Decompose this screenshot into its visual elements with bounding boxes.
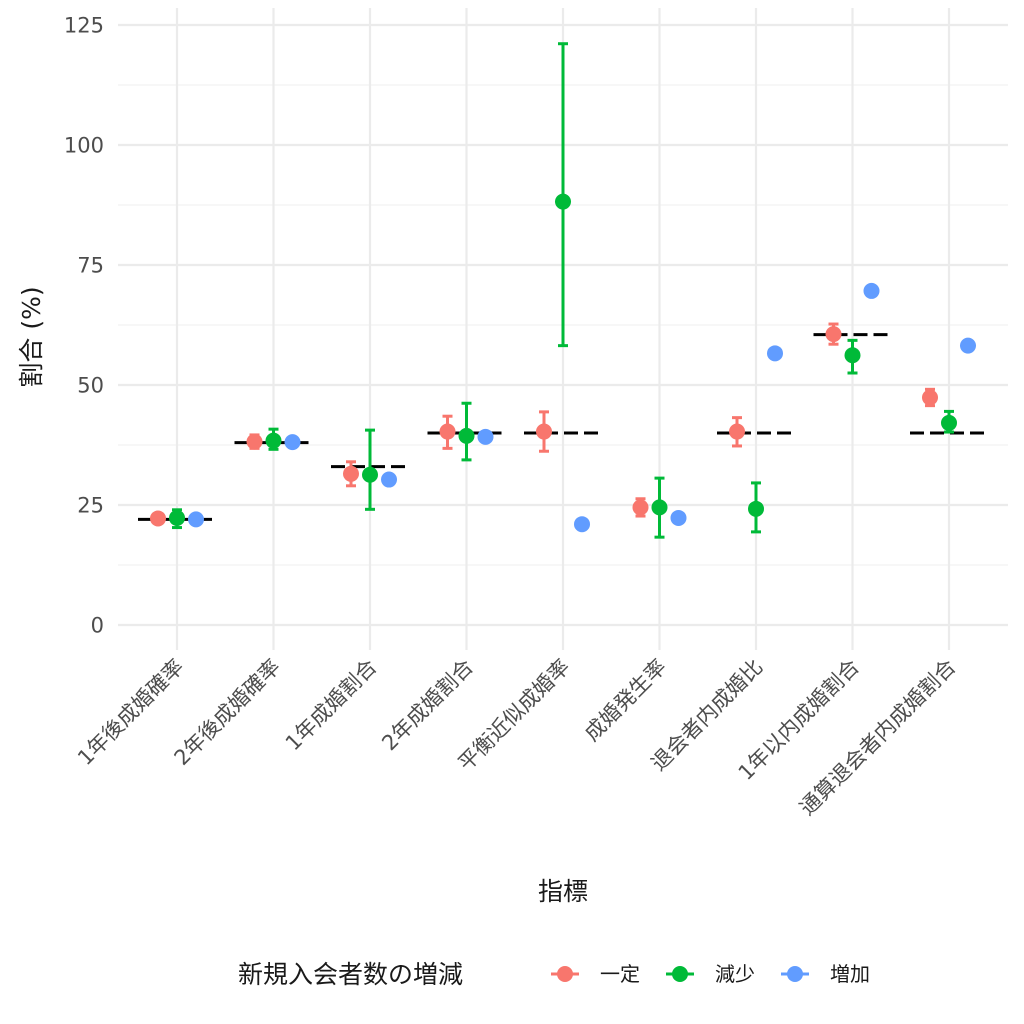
- legend-key-point: [672, 966, 688, 982]
- y-tick-labels: 0 25 50 75 100 125: [64, 14, 104, 638]
- legend-item: 減少: [666, 962, 755, 986]
- data-point: [458, 427, 475, 444]
- legend-key-point: [557, 966, 573, 982]
- data-points: [150, 193, 976, 533]
- y-tick-label: 0: [91, 614, 104, 638]
- data-point: [381, 471, 397, 488]
- x-axis-title: 指標: [538, 877, 588, 906]
- data-point: [844, 347, 861, 364]
- x-tick-label: 1年成婚割合: [281, 655, 382, 756]
- data-point: [188, 511, 204, 528]
- data-point: [670, 509, 687, 526]
- grid: [118, 8, 1008, 650]
- legend-label: 増加: [830, 962, 870, 986]
- data-point: [362, 466, 378, 483]
- data-point: [343, 465, 359, 482]
- data-point: [651, 499, 668, 516]
- legend-item: 増加: [781, 962, 870, 986]
- data-point: [169, 509, 185, 526]
- data-point: [825, 326, 842, 343]
- legend: 新規入会者数の増減 一定 減少 増加: [238, 960, 870, 989]
- y-tick-label: 75: [77, 254, 104, 278]
- legend-label: 一定: [600, 962, 640, 986]
- x-tick-label: 2年成婚割合: [377, 655, 478, 756]
- data-point: [767, 345, 783, 362]
- data-point: [477, 428, 494, 445]
- data-point: [863, 282, 880, 299]
- data-point: [265, 432, 282, 449]
- data-point: [632, 499, 649, 516]
- legend-item: 一定: [551, 962, 640, 986]
- data-point: [960, 337, 976, 354]
- data-point: [246, 433, 263, 450]
- data-point: [729, 423, 745, 440]
- data-point: [748, 500, 764, 517]
- data-point: [536, 423, 552, 440]
- data-point: [150, 510, 166, 527]
- legend-key-point: [787, 966, 803, 982]
- y-tick-label: 25: [77, 494, 104, 518]
- legend-label: 減少: [715, 962, 755, 986]
- y-tick-label: 50: [77, 374, 104, 398]
- x-tick-label: 成婚発生率: [580, 655, 671, 746]
- legend-items: 一定 減少 増加: [551, 962, 870, 986]
- y-tick-label: 100: [64, 134, 104, 158]
- y-tick-label: 125: [64, 14, 104, 38]
- data-point: [555, 193, 571, 210]
- legend-title: 新規入会者数の増減: [238, 960, 463, 989]
- data-point: [574, 516, 590, 533]
- y-axis-title: 割合 (%): [17, 286, 46, 387]
- x-tick-label: 通算退会者内成婚割合: [795, 655, 960, 820]
- data-point: [439, 423, 456, 440]
- data-point: [922, 389, 938, 406]
- data-point: [941, 414, 957, 431]
- data-point: [284, 434, 301, 451]
